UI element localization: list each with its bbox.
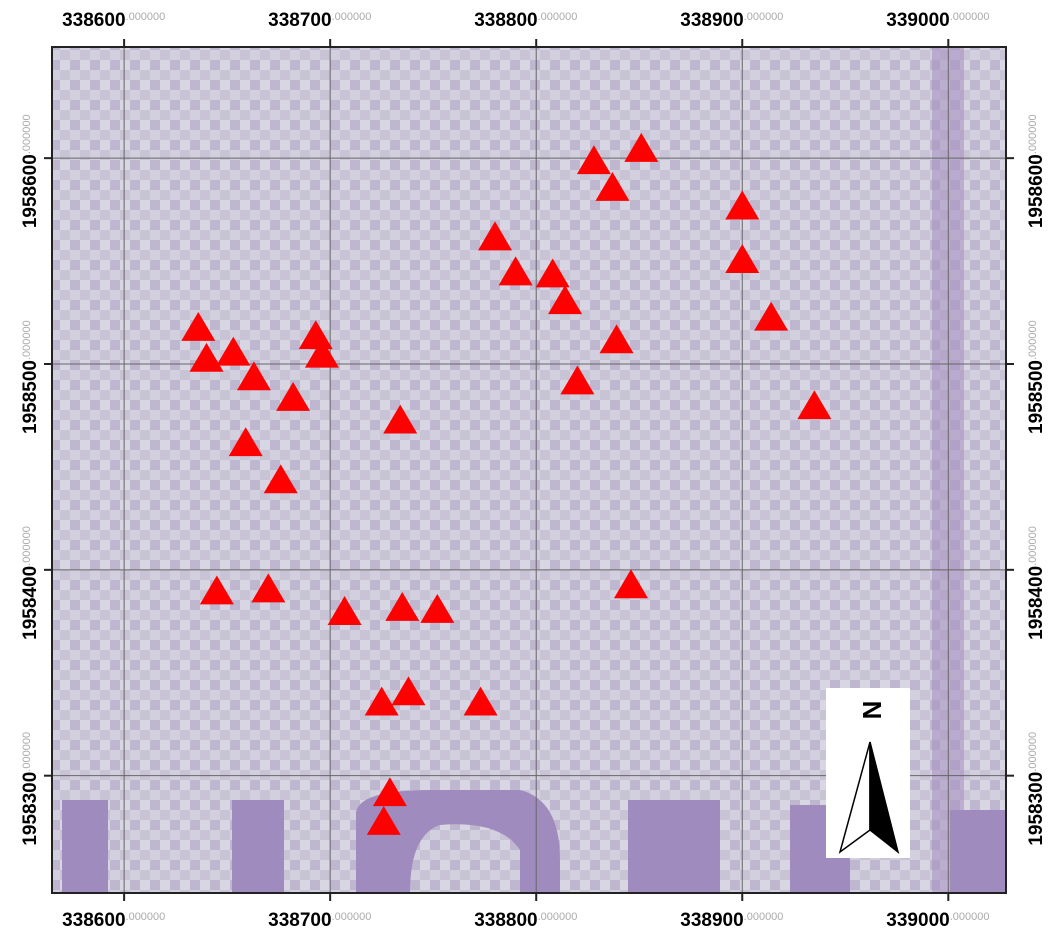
x-tick-label: 338800.000000 xyxy=(474,910,577,931)
x-tick-label: 338800.000000 xyxy=(474,10,577,31)
y-tick-label: 1958600.000000 xyxy=(1026,114,1047,228)
y-tick-label: 1958300.000000 xyxy=(1026,732,1047,846)
north-arrow: N xyxy=(826,688,910,858)
y-tick-label: 1958400.000000 xyxy=(20,526,41,640)
x-tick-label: 338700.000000 xyxy=(268,10,371,31)
x-tick-label: 339000.000000 xyxy=(886,910,989,931)
y-tick-label: 1958600.000000 xyxy=(20,114,41,228)
x-tick-label: 339000.000000 xyxy=(886,10,989,31)
x-tick-label: 338900.000000 xyxy=(680,10,783,31)
map: N 338600.000000 338600.000000 338700.00000… xyxy=(0,0,1049,939)
x-tick-label: 338600.000000 xyxy=(62,10,165,31)
y-tick-label: 1958300.000000 xyxy=(20,732,41,846)
y-tick-label: 1958500.000000 xyxy=(1026,320,1047,434)
y-tick-label: 1958500.000000 xyxy=(20,320,41,434)
y-tick-label: 1958400.000000 xyxy=(1026,526,1047,640)
x-tick-label: 338700.000000 xyxy=(268,910,371,931)
x-tick-label: 338900.000000 xyxy=(680,910,783,931)
north-label: N xyxy=(857,701,887,720)
x-tick-label: 338600.000000 xyxy=(62,910,165,931)
